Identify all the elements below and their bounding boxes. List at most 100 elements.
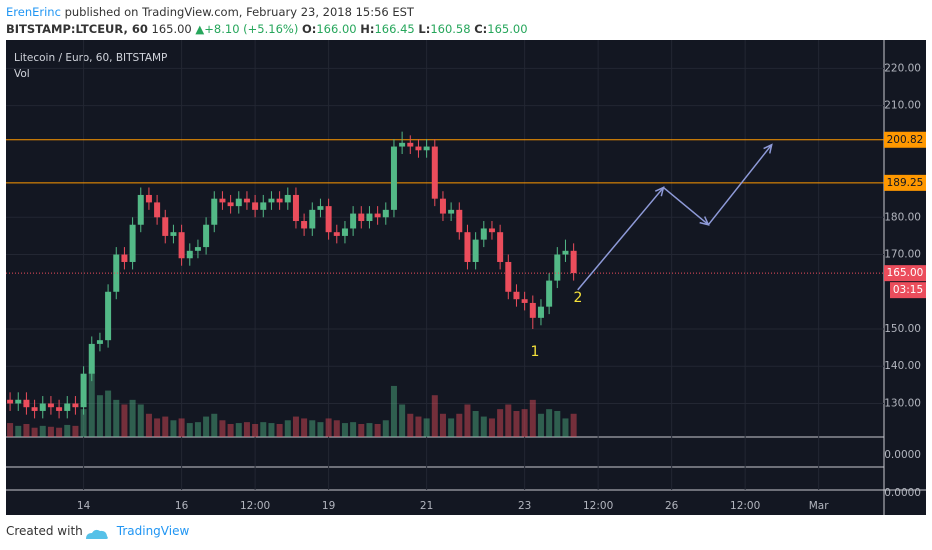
volume-bar: [358, 424, 365, 437]
h-label: H:: [360, 22, 375, 36]
volume-bar: [292, 416, 299, 437]
x-tick-label: 12:00: [583, 500, 613, 512]
x-tick-label: 19: [322, 500, 335, 512]
footer: Created with TradingView: [6, 524, 189, 538]
candle-body: [407, 142, 414, 147]
volume-bar: [350, 422, 357, 437]
brand[interactable]: TradingView: [116, 524, 190, 538]
candle-body: [268, 198, 275, 203]
candle-body: [227, 202, 234, 207]
volume-bar: [497, 409, 504, 437]
volume-bar: [31, 427, 38, 437]
candle-body: [382, 209, 389, 218]
candle-body: [488, 228, 495, 233]
arrow-head: [699, 216, 710, 226]
candle-body: [186, 250, 193, 259]
arrow-head: [654, 186, 665, 197]
x-tick-label: 12:00: [240, 500, 270, 512]
candle-body: [366, 213, 373, 222]
candle-body: [472, 239, 479, 262]
candle-body: [423, 146, 430, 151]
candle-body: [7, 399, 14, 404]
pane-label: 0.0000: [884, 449, 921, 461]
volume-bar: [56, 427, 63, 437]
logo: [86, 529, 108, 539]
candle-body: [80, 373, 87, 408]
price-tag: [884, 265, 926, 282]
candle-body: [31, 407, 38, 411]
volume-bar: [317, 422, 324, 437]
y-tick-label: 150.00: [884, 323, 921, 335]
symbol: BITSTAMP:LTCEUR, 60: [6, 22, 148, 36]
candle-body: [170, 232, 177, 236]
candle-body: [194, 247, 201, 251]
created: Created with: [6, 524, 83, 538]
volume-bar: [96, 395, 103, 437]
price-tag-label: 200.82: [887, 134, 924, 146]
volume-bar: [260, 422, 267, 437]
volume-bar: [211, 413, 218, 437]
candle-body: [537, 306, 544, 318]
volume-bar: [80, 409, 87, 437]
price: 165.00: [151, 22, 192, 36]
price-tag-label: 165.00: [887, 267, 924, 279]
header: ErenErinc published on TradingView.com, …: [6, 4, 528, 38]
volume-bar: [513, 411, 520, 437]
candle-body: [96, 340, 103, 344]
candle-body: [276, 198, 283, 203]
author[interactable]: ErenErinc: [6, 5, 61, 19]
o-label: O:: [301, 22, 317, 36]
volume-bar: [235, 423, 242, 437]
volume-bar: [301, 418, 308, 437]
chart: Litecoin / Euro, 60, BITSTAMP Vol 14 16 12…: [6, 40, 926, 515]
volume-bar: [23, 424, 30, 437]
candle-body: [562, 250, 569, 255]
candle-body: [390, 146, 397, 210]
volume-bar: [415, 416, 422, 437]
volume-bar: [227, 424, 234, 437]
volume-bar: [105, 390, 112, 437]
y-tick-label: 210.00: [884, 100, 921, 112]
volume-bar: [162, 416, 169, 437]
candle-body: [23, 399, 30, 408]
volume-bar: [374, 424, 381, 437]
candle-body: [317, 206, 324, 210]
candle-body: [88, 343, 95, 374]
candle-body: [56, 407, 63, 411]
volume-bar: [521, 409, 528, 437]
volume-bar: [113, 399, 120, 437]
volume-bar: [325, 418, 332, 437]
chart-title: Litecoin / Euro, 60, BITSTAMP: [14, 52, 167, 64]
volume-bar: [268, 423, 275, 437]
arrow-head: [763, 143, 773, 154]
volume-bar: [284, 420, 291, 437]
candle-body: [72, 403, 79, 408]
volume-bar: [333, 420, 340, 437]
volume-bar: [252, 424, 259, 437]
pane-label: 0.0000: [884, 487, 921, 499]
candle-body: [260, 202, 267, 210]
volume-bar: [423, 418, 430, 437]
candle-body: [178, 232, 185, 259]
candle-body: [497, 232, 504, 262]
volume-bar: [341, 423, 348, 437]
volume-bar: [554, 411, 561, 437]
candle-body: [480, 228, 487, 240]
candle-body: [448, 209, 455, 214]
volume-bar: [121, 404, 128, 437]
c-label: C:: [474, 22, 488, 36]
o: 166.00: [316, 22, 357, 36]
volume-bar: [546, 409, 553, 437]
candle-body: [219, 198, 226, 203]
candle-body: [292, 194, 299, 222]
candle-body: [162, 217, 169, 236]
volume-label: Vol: [14, 68, 30, 80]
x-tick-label: 23: [518, 500, 531, 512]
x-tick-label: 12:00: [730, 500, 760, 512]
y-tick-label: 180.00: [884, 211, 921, 223]
published: published on TradingView.com, February 2…: [64, 5, 414, 19]
volume-bar: [137, 404, 144, 437]
x-tick-label: 14: [77, 500, 91, 512]
candle-body: [15, 399, 22, 404]
candle-body: [243, 198, 250, 203]
